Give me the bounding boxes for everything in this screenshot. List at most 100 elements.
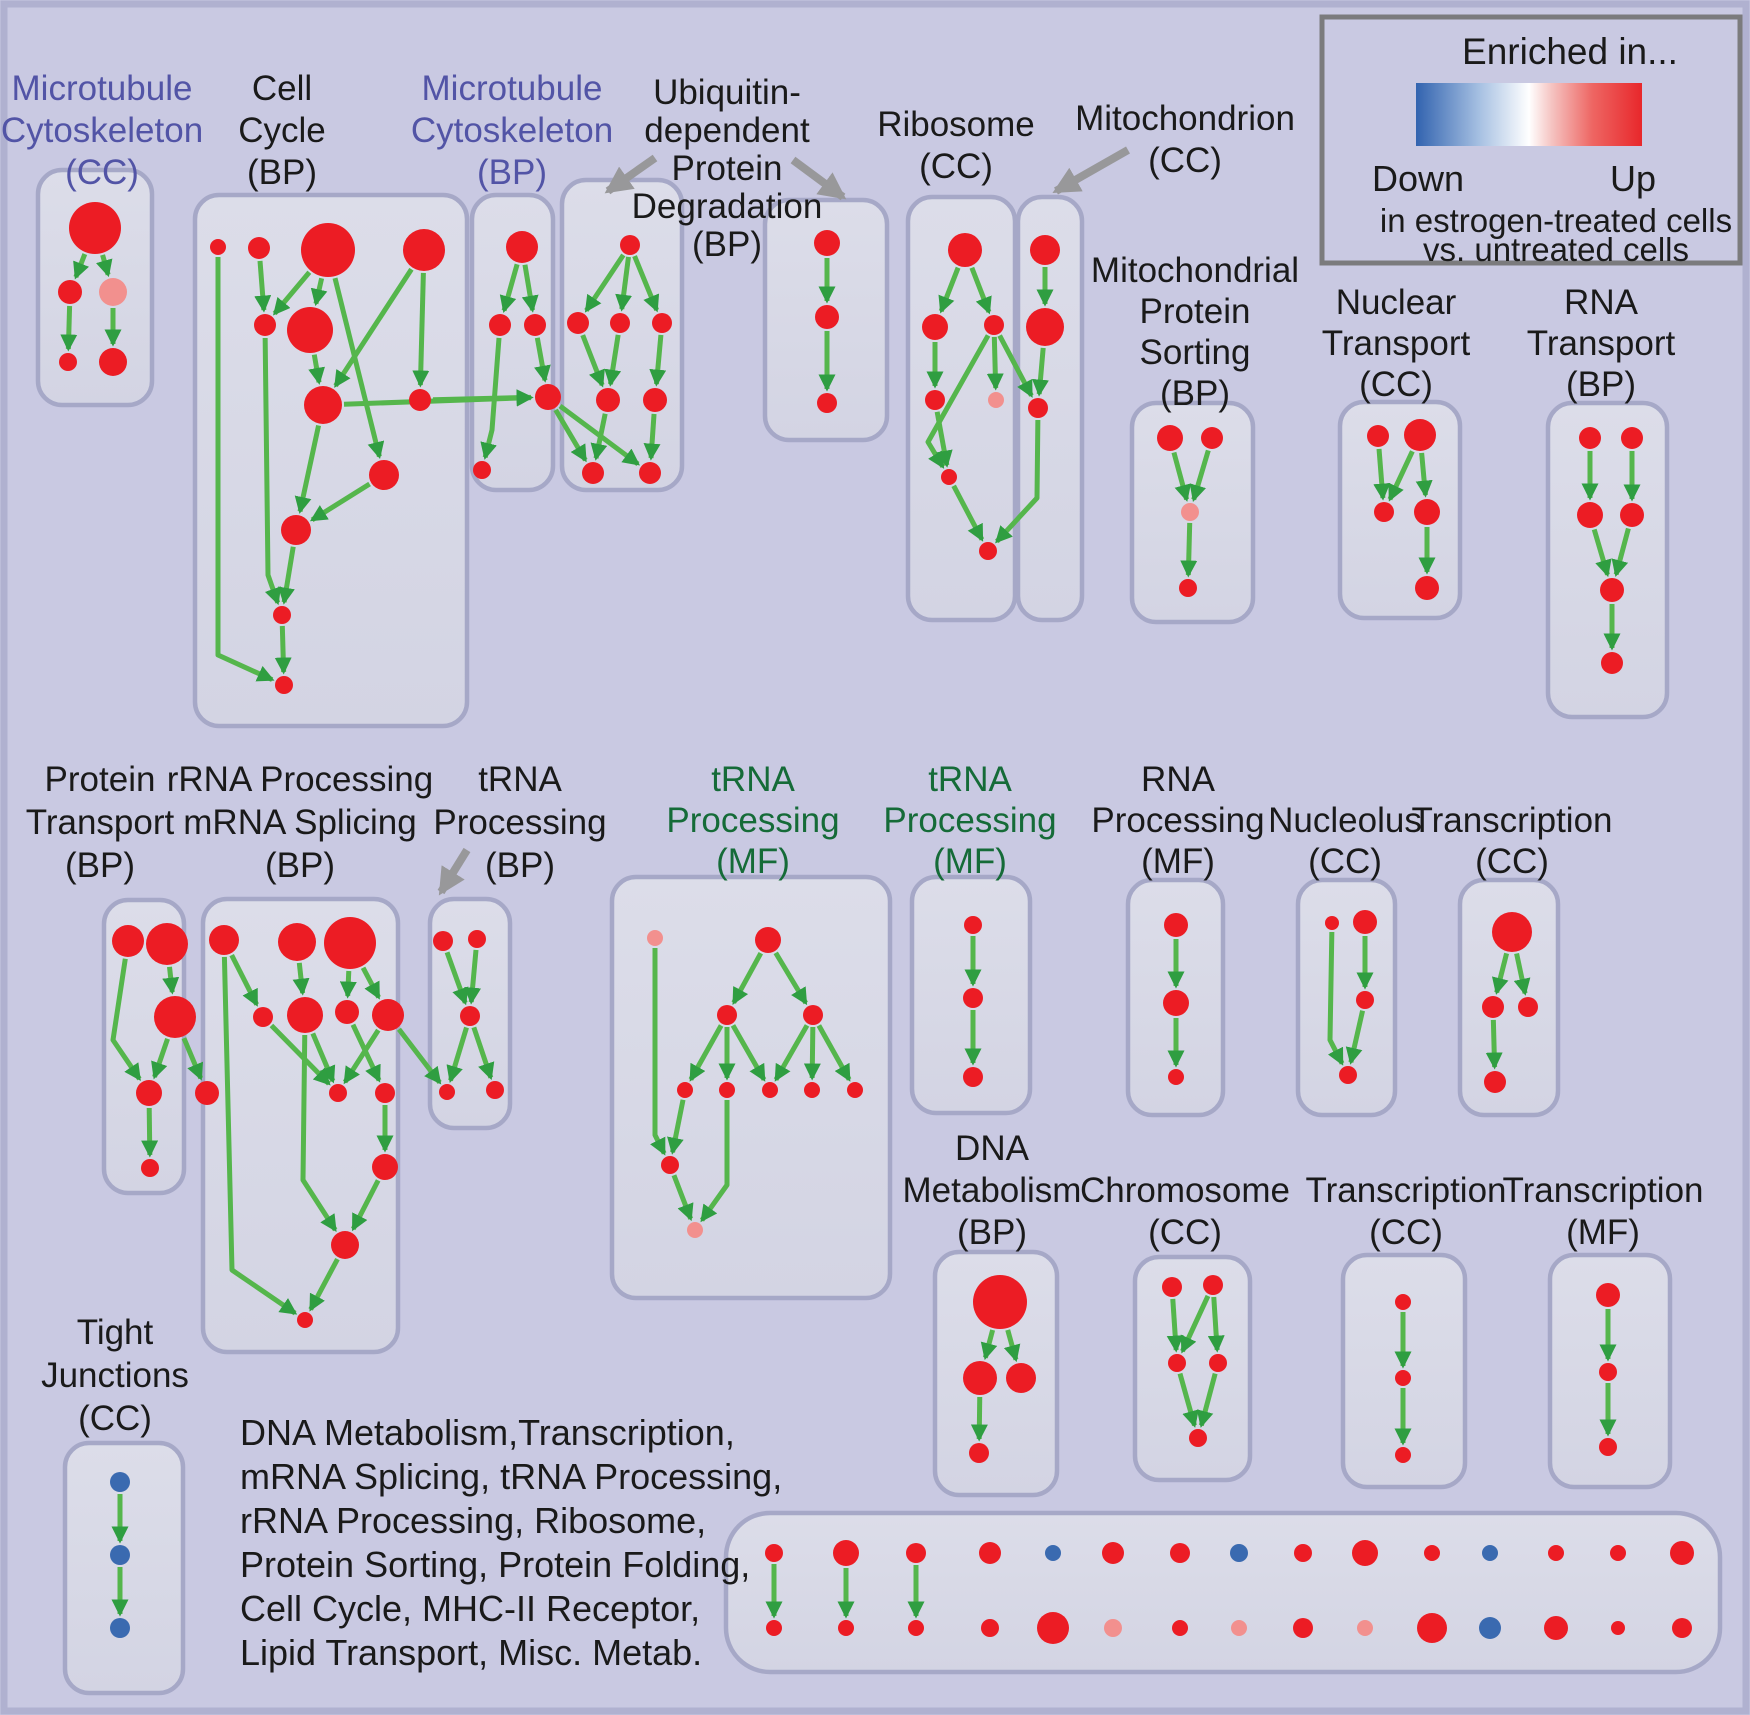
group-label-rrna-processing-mrna-splicing-bp: (BP)	[265, 846, 335, 885]
go-term-node	[620, 235, 640, 255]
go-term-node	[1339, 1066, 1357, 1084]
go-edge-arrow	[521, 264, 539, 313]
go-term-node	[1621, 427, 1643, 449]
go-term-node	[1170, 1543, 1190, 1563]
go-term-node	[652, 313, 672, 333]
go-term-node	[489, 314, 511, 336]
go-edge-arrow	[269, 1023, 331, 1086]
group-label-transcription-cc-middle: (CC)	[1475, 842, 1549, 881]
go-edge-arrow	[1345, 1010, 1366, 1065]
go-term-node	[814, 230, 840, 256]
go-term-node	[1482, 1545, 1498, 1561]
go-term-node	[1415, 576, 1439, 600]
go-term-node	[110, 1472, 130, 1492]
go-term-node	[301, 223, 355, 277]
go-term-node	[963, 1067, 983, 1087]
group-label-trna-processing-mf-large: Processing	[666, 801, 839, 840]
group-label-rrna-processing-mrna-splicing-bp: mRNA Splicing	[183, 803, 416, 842]
go-term-node	[297, 1312, 313, 1328]
go-term-node	[687, 1222, 703, 1238]
go-term-node	[1357, 1620, 1373, 1636]
go-term-node	[58, 280, 82, 304]
group-label-transcription-mf: (MF)	[1566, 1213, 1640, 1252]
footnote-text-line: rRNA Processing, Ribosome,	[240, 1500, 706, 1541]
group-label-rna-transport-bp: Transport	[1527, 324, 1676, 363]
go-edge-arrow	[300, 1034, 338, 1233]
go-term-node	[1596, 1283, 1620, 1307]
go-edge-arrow	[1491, 952, 1510, 995]
group-label-trna-processing-mf-small: Processing	[883, 801, 1056, 840]
group-box-transcription-cc-middle	[1457, 877, 1561, 1118]
go-edge-arrow	[699, 1100, 730, 1223]
go-term-node	[1599, 1363, 1617, 1381]
group-label-mitochondrial-protein-sorting-bp: Mitochondrial	[1091, 251, 1299, 290]
go-term-node	[765, 1544, 783, 1562]
group-label-transcription-cc-middle: Transcription	[1412, 801, 1613, 840]
go-term-node	[1163, 990, 1189, 1016]
go-term-node	[1404, 419, 1436, 451]
go-term-node	[1353, 910, 1377, 934]
group-label-cell-cycle-bp: Cycle	[238, 111, 326, 150]
go-term-node	[963, 988, 983, 1008]
group-label-trna-processing-bp: (BP)	[485, 846, 555, 885]
go-edge-arrow	[333, 267, 414, 388]
go-term-node	[677, 1082, 693, 1098]
go-term-node	[1037, 1612, 1069, 1644]
go-term-node	[248, 237, 270, 259]
legend-down-label: Down	[1372, 158, 1464, 199]
go-term-node	[596, 388, 620, 412]
go-term-node	[1518, 997, 1538, 1017]
go-term-node	[1374, 502, 1394, 522]
group-label-ubiquitin-dependent-protein-degradation-bp: (BP)	[692, 225, 762, 264]
group-label-microtubule-cytoskeleton-bp: (BP)	[477, 153, 547, 192]
go-term-node	[1168, 1069, 1184, 1085]
footnote-text-line: Lipid Transport, Misc. Metab.	[240, 1632, 702, 1673]
group-box-nucleolus-cc	[1295, 877, 1398, 1118]
go-term-node	[969, 1443, 989, 1463]
group-box-chromosome-cc	[1132, 1254, 1253, 1483]
group-label-microtubule-cytoskeleton-cc: Cytoskeleton	[1, 111, 203, 150]
go-edge-arrow	[309, 481, 371, 523]
go-term-node	[1670, 1541, 1694, 1565]
go-edge-arrow	[499, 263, 520, 314]
group-label-microtubule-cytoskeleton-cc: Microtubule	[12, 69, 193, 108]
group-label-ubiquitin-dependent-protein-degradation-bp: Protein	[672, 149, 783, 188]
go-edge-arrow	[1513, 952, 1531, 996]
group-label-ubiquitin-dependent-protein-degradation-bp: Ubiquitin-	[653, 73, 801, 112]
go-term-node	[369, 460, 399, 490]
go-edge-arrow	[141, 1107, 159, 1158]
legend-caption-line2: vs. untreated cells	[1423, 231, 1689, 268]
go-term-node	[146, 923, 188, 965]
group-label-transcription-cc-bottom: Transcription	[1306, 1171, 1507, 1210]
group-label-dna-metabolism-bp: (BP)	[957, 1213, 1027, 1252]
go-edge-arrow	[332, 277, 385, 460]
go-edge-arrow	[60, 305, 78, 352]
go-term-node	[1352, 1540, 1378, 1566]
group-label-trna-processing-bp: tRNA	[478, 760, 562, 799]
go-term-node	[69, 202, 121, 254]
go-term-node	[473, 461, 491, 479]
go-edge-arrow	[221, 956, 298, 1316]
go-term-node	[719, 1082, 735, 1098]
go-term-node	[253, 1007, 273, 1027]
go-edge-arrow	[254, 260, 272, 313]
go-edge-arrow	[980, 1329, 998, 1361]
go-term-node	[948, 233, 982, 267]
go-edge-arrow	[292, 962, 310, 996]
group-box-mitochondrion-cc	[1015, 194, 1085, 623]
footnote-text-line: mRNA Splicing, tRNA Processing,	[240, 1456, 782, 1497]
go-term-node	[1102, 1542, 1124, 1564]
group-label-tight-junctions-cc: Junctions	[41, 1356, 189, 1395]
go-edge-arrow	[986, 336, 1004, 391]
go-edge-arrow	[73, 253, 89, 280]
nodes-layer	[58, 202, 1694, 1644]
go-term-node	[1231, 1620, 1247, 1636]
go-term-node	[486, 1081, 504, 1099]
go-term-node	[815, 305, 839, 329]
go-edge-arrow	[96, 254, 113, 278]
go-edge-arrow	[396, 1027, 442, 1085]
go-term-node	[941, 469, 957, 485]
callout-arrow	[790, 156, 847, 201]
go-edge-arrow	[1373, 448, 1391, 501]
